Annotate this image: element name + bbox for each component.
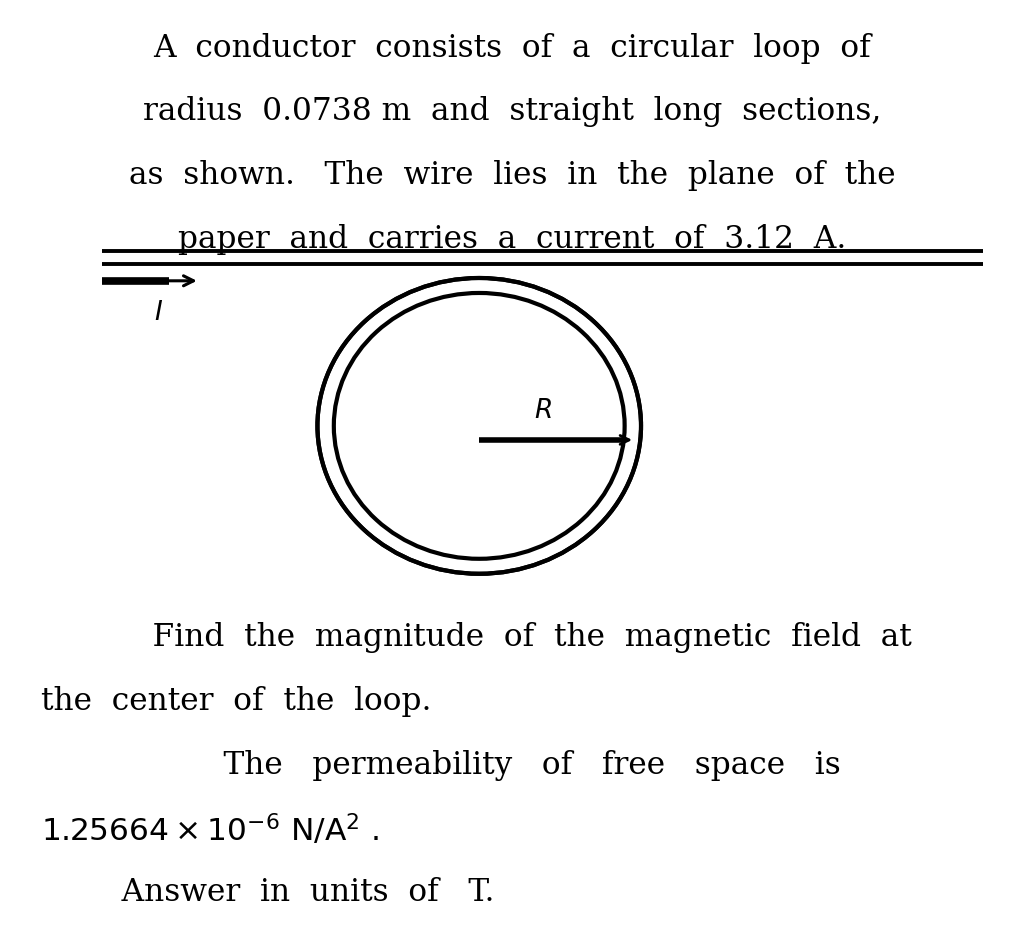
Wedge shape [321,281,638,571]
Text: The   permeability   of   free   space   is: The permeability of free space is [183,750,841,781]
Text: $\mathrm{1.25664 \times 10^{-6}\ N/A^{2}\ .}$: $\mathrm{1.25664 \times 10^{-6}\ N/A^{2}… [41,813,379,849]
Text: paper  and  carries  a  current  of  3.12  A.: paper and carries a current of 3.12 A. [178,224,846,255]
Text: A  conductor  consists  of  a  circular  loop  of: A conductor consists of a circular loop … [154,33,870,64]
Text: Find  the  magnitude  of  the  magnetic  field  at: Find the magnitude of the magnetic field… [113,622,911,653]
Text: as  shown.   The  wire  lies  in  the  plane  of  the: as shown. The wire lies in the plane of … [129,160,895,191]
Text: Answer  in  units  of   T.: Answer in units of T. [82,877,495,908]
Text: radius  0.0738 m  and  straight  long  sections,: radius 0.0738 m and straight long sectio… [142,96,882,127]
Text: the  center  of  the  loop.: the center of the loop. [41,686,431,717]
Text: $I$: $I$ [155,300,163,325]
Text: $R$: $R$ [534,398,552,423]
